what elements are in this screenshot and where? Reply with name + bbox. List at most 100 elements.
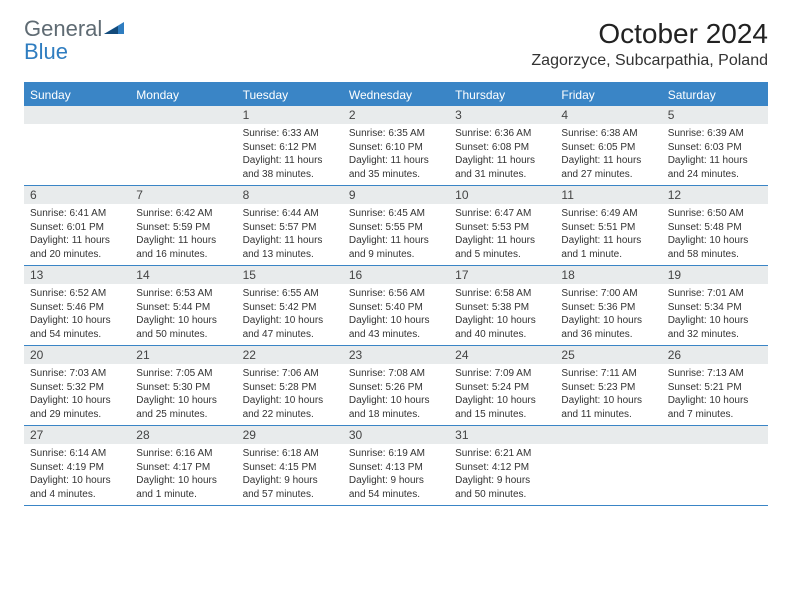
sunrise-line: Sunrise: 6:49 AM — [561, 207, 655, 221]
sunrise-line: Sunrise: 6:36 AM — [455, 127, 549, 141]
sunrise-line: Sunrise: 6:42 AM — [136, 207, 230, 221]
sunrise-line: Sunrise: 6:38 AM — [561, 127, 655, 141]
day-number: 28 — [130, 426, 236, 444]
sunrise-line: Sunrise: 7:11 AM — [561, 367, 655, 381]
sunrise-line: Sunrise: 6:14 AM — [30, 447, 124, 461]
calendar-cell — [662, 426, 768, 505]
day-details: Sunrise: 6:49 AMSunset: 5:51 PMDaylight:… — [555, 204, 661, 265]
sunrise-line: Sunrise: 7:01 AM — [668, 287, 762, 301]
logo-word2: Blue — [24, 39, 68, 64]
calendar-cell: 26Sunrise: 7:13 AMSunset: 5:21 PMDayligh… — [662, 346, 768, 425]
daylight-line: Daylight: 11 hours and 5 minutes. — [455, 234, 549, 261]
calendar-cell: 16Sunrise: 6:56 AMSunset: 5:40 PMDayligh… — [343, 266, 449, 345]
daylight-line: Daylight: 11 hours and 9 minutes. — [349, 234, 443, 261]
day-number — [662, 426, 768, 444]
day-details: Sunrise: 6:19 AMSunset: 4:13 PMDaylight:… — [343, 444, 449, 505]
calendar-week: 6Sunrise: 6:41 AMSunset: 6:01 PMDaylight… — [24, 186, 768, 266]
daylight-line: Daylight: 11 hours and 1 minute. — [561, 234, 655, 261]
sunset-line: Sunset: 5:36 PM — [561, 301, 655, 315]
sunrise-line: Sunrise: 6:45 AM — [349, 207, 443, 221]
sunrise-line: Sunrise: 6:19 AM — [349, 447, 443, 461]
calendar-cell: 1Sunrise: 6:33 AMSunset: 6:12 PMDaylight… — [237, 106, 343, 185]
daylight-line: Daylight: 9 hours and 57 minutes. — [243, 474, 337, 501]
day-details: Sunrise: 6:42 AMSunset: 5:59 PMDaylight:… — [130, 204, 236, 265]
sunset-line: Sunset: 6:08 PM — [455, 141, 549, 155]
day-details: Sunrise: 7:03 AMSunset: 5:32 PMDaylight:… — [24, 364, 130, 425]
calendar-cell — [130, 106, 236, 185]
daylight-line: Daylight: 10 hours and 58 minutes. — [668, 234, 762, 261]
daylight-line: Daylight: 10 hours and 15 minutes. — [455, 394, 549, 421]
sunrise-line: Sunrise: 7:08 AM — [349, 367, 443, 381]
day-details: Sunrise: 7:11 AMSunset: 5:23 PMDaylight:… — [555, 364, 661, 425]
day-number: 27 — [24, 426, 130, 444]
header: General Blue October 2024 Zagorzyce, Sub… — [24, 18, 768, 70]
sunrise-line: Sunrise: 7:13 AM — [668, 367, 762, 381]
day-details: Sunrise: 6:33 AMSunset: 6:12 PMDaylight:… — [237, 124, 343, 185]
sunset-line: Sunset: 5:51 PM — [561, 221, 655, 235]
day-number: 23 — [343, 346, 449, 364]
day-number: 15 — [237, 266, 343, 284]
sunrise-line: Sunrise: 6:16 AM — [136, 447, 230, 461]
daylight-line: Daylight: 10 hours and 32 minutes. — [668, 314, 762, 341]
daylight-line: Daylight: 10 hours and 4 minutes. — [30, 474, 124, 501]
sunrise-line: Sunrise: 6:55 AM — [243, 287, 337, 301]
calendar-cell: 2Sunrise: 6:35 AMSunset: 6:10 PMDaylight… — [343, 106, 449, 185]
weekday-label: Thursday — [449, 84, 555, 106]
day-number: 18 — [555, 266, 661, 284]
day-details: Sunrise: 6:39 AMSunset: 6:03 PMDaylight:… — [662, 124, 768, 185]
day-number: 19 — [662, 266, 768, 284]
sunrise-line: Sunrise: 7:06 AM — [243, 367, 337, 381]
day-details: Sunrise: 6:58 AMSunset: 5:38 PMDaylight:… — [449, 284, 555, 345]
sunset-line: Sunset: 4:15 PM — [243, 461, 337, 475]
calendar-cell: 15Sunrise: 6:55 AMSunset: 5:42 PMDayligh… — [237, 266, 343, 345]
sunset-line: Sunset: 5:24 PM — [455, 381, 549, 395]
calendar-cell: 4Sunrise: 6:38 AMSunset: 6:05 PMDaylight… — [555, 106, 661, 185]
weekday-label: Friday — [555, 84, 661, 106]
calendar-cell: 23Sunrise: 7:08 AMSunset: 5:26 PMDayligh… — [343, 346, 449, 425]
calendar-cell: 3Sunrise: 6:36 AMSunset: 6:08 PMDaylight… — [449, 106, 555, 185]
daylight-line: Daylight: 10 hours and 40 minutes. — [455, 314, 549, 341]
daylight-line: Daylight: 11 hours and 20 minutes. — [30, 234, 124, 261]
sunset-line: Sunset: 5:28 PM — [243, 381, 337, 395]
daylight-line: Daylight: 10 hours and 11 minutes. — [561, 394, 655, 421]
daylight-line: Daylight: 11 hours and 16 minutes. — [136, 234, 230, 261]
day-number: 5 — [662, 106, 768, 124]
daylight-line: Daylight: 10 hours and 43 minutes. — [349, 314, 443, 341]
day-number: 21 — [130, 346, 236, 364]
day-details: Sunrise: 6:41 AMSunset: 6:01 PMDaylight:… — [24, 204, 130, 265]
calendar-week: 1Sunrise: 6:33 AMSunset: 6:12 PMDaylight… — [24, 106, 768, 186]
day-number: 4 — [555, 106, 661, 124]
daylight-line: Daylight: 10 hours and 47 minutes. — [243, 314, 337, 341]
daylight-line: Daylight: 9 hours and 54 minutes. — [349, 474, 443, 501]
sunset-line: Sunset: 5:34 PM — [668, 301, 762, 315]
daylight-line: Daylight: 10 hours and 54 minutes. — [30, 314, 124, 341]
sunrise-line: Sunrise: 6:47 AM — [455, 207, 549, 221]
sunrise-line: Sunrise: 6:39 AM — [668, 127, 762, 141]
sunset-line: Sunset: 4:12 PM — [455, 461, 549, 475]
sunrise-line: Sunrise: 6:41 AM — [30, 207, 124, 221]
logo-word1: General — [24, 16, 102, 41]
day-number — [24, 106, 130, 124]
daylight-line: Daylight: 10 hours and 36 minutes. — [561, 314, 655, 341]
sunrise-line: Sunrise: 6:44 AM — [243, 207, 337, 221]
calendar-cell: 5Sunrise: 6:39 AMSunset: 6:03 PMDaylight… — [662, 106, 768, 185]
day-details: Sunrise: 6:18 AMSunset: 4:15 PMDaylight:… — [237, 444, 343, 505]
daylight-line: Daylight: 10 hours and 7 minutes. — [668, 394, 762, 421]
sunrise-line: Sunrise: 6:35 AM — [349, 127, 443, 141]
sunset-line: Sunset: 6:03 PM — [668, 141, 762, 155]
daylight-line: Daylight: 10 hours and 1 minute. — [136, 474, 230, 501]
day-number: 31 — [449, 426, 555, 444]
day-number: 10 — [449, 186, 555, 204]
location-text: Zagorzyce, Subcarpathia, Poland — [531, 52, 768, 70]
day-details: Sunrise: 6:45 AMSunset: 5:55 PMDaylight:… — [343, 204, 449, 265]
day-details: Sunrise: 6:35 AMSunset: 6:10 PMDaylight:… — [343, 124, 449, 185]
sunrise-line: Sunrise: 6:52 AM — [30, 287, 124, 301]
sunrise-line: Sunrise: 6:21 AM — [455, 447, 549, 461]
daylight-line: Daylight: 10 hours and 50 minutes. — [136, 314, 230, 341]
day-details: Sunrise: 7:08 AMSunset: 5:26 PMDaylight:… — [343, 364, 449, 425]
calendar-cell: 17Sunrise: 6:58 AMSunset: 5:38 PMDayligh… — [449, 266, 555, 345]
calendar-cell: 31Sunrise: 6:21 AMSunset: 4:12 PMDayligh… — [449, 426, 555, 505]
day-details: Sunrise: 7:01 AMSunset: 5:34 PMDaylight:… — [662, 284, 768, 345]
sunset-line: Sunset: 6:01 PM — [30, 221, 124, 235]
calendar-cell: 12Sunrise: 6:50 AMSunset: 5:48 PMDayligh… — [662, 186, 768, 265]
